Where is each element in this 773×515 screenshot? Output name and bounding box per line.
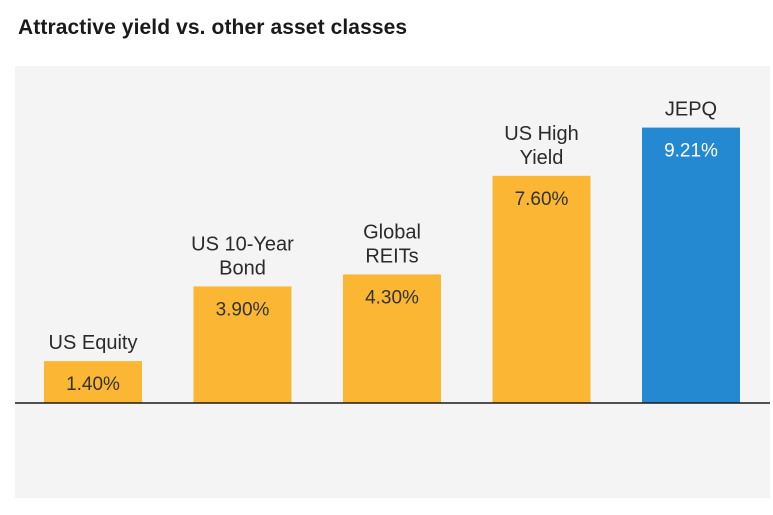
bar-0 — [44, 361, 142, 403]
category-label-line: Yield — [520, 147, 564, 169]
category-label-2: Global REITs — [363, 221, 421, 267]
value-label-2: 4.30% — [365, 287, 419, 308]
bars-layer — [44, 127, 740, 403]
category-label-line: REITs — [365, 245, 418, 267]
labels-layer: 1.40% US Equity 3.90% US 10-Year Bond 4.30% Gl… — [49, 99, 719, 396]
category-label-line: JEPQ — [665, 99, 717, 121]
bar-4 — [642, 127, 740, 403]
category-label-1: US 10-Year Bond — [191, 233, 294, 279]
category-label-3: US High Yield — [504, 123, 578, 169]
category-label-0: US Equity — [49, 332, 138, 354]
value-label-4: 9.21% — [664, 141, 718, 162]
value-label-1: 3.90% — [216, 299, 270, 320]
bar-1 — [193, 286, 292, 403]
bar-3 — [492, 175, 591, 403]
value-label-3: 7.60% — [515, 189, 569, 210]
category-label-line: US Equity — [49, 332, 138, 354]
chart-title: Attractive yield vs. other asset classes — [18, 16, 408, 39]
category-label-line: Global — [363, 221, 421, 243]
value-label-0: 1.40% — [66, 374, 120, 395]
category-label-line: Bond — [219, 257, 266, 279]
category-label-line: US High — [504, 123, 578, 145]
bar-2 — [343, 274, 441, 403]
category-label-4: JEPQ — [665, 99, 717, 121]
category-label-line: US 10-Year — [191, 233, 294, 255]
